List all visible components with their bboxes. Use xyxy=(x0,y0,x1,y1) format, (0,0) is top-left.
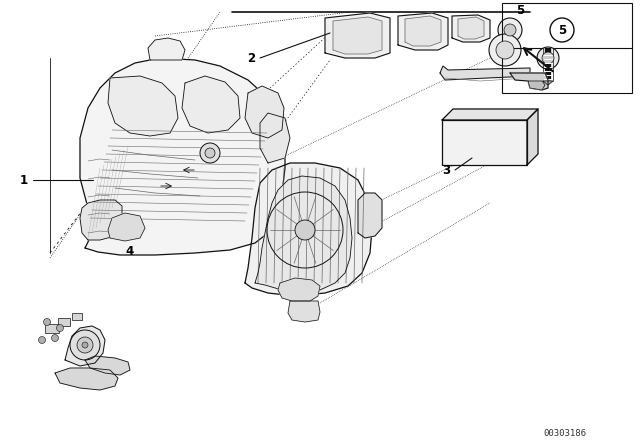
Bar xyxy=(502,3,632,93)
Polygon shape xyxy=(148,38,185,60)
Circle shape xyxy=(200,143,220,163)
Polygon shape xyxy=(108,213,145,241)
Circle shape xyxy=(82,342,88,348)
Polygon shape xyxy=(255,176,352,292)
Polygon shape xyxy=(325,13,390,58)
Polygon shape xyxy=(398,13,448,50)
Text: 3: 3 xyxy=(442,164,450,177)
Polygon shape xyxy=(80,58,285,255)
Polygon shape xyxy=(333,17,382,54)
Text: 2: 2 xyxy=(247,52,255,65)
Circle shape xyxy=(496,41,514,59)
Polygon shape xyxy=(245,163,372,296)
Bar xyxy=(45,324,59,333)
Polygon shape xyxy=(288,301,320,322)
Text: 5: 5 xyxy=(558,23,566,36)
Polygon shape xyxy=(405,16,441,46)
Circle shape xyxy=(498,18,522,42)
Circle shape xyxy=(542,52,554,64)
Polygon shape xyxy=(442,120,527,165)
Polygon shape xyxy=(65,326,105,366)
Polygon shape xyxy=(358,193,382,238)
Circle shape xyxy=(77,337,93,353)
Polygon shape xyxy=(260,113,290,163)
Circle shape xyxy=(205,148,215,158)
Polygon shape xyxy=(458,17,484,39)
Circle shape xyxy=(51,335,58,341)
Polygon shape xyxy=(245,86,284,138)
Circle shape xyxy=(38,336,45,344)
Text: 4: 4 xyxy=(126,245,134,258)
Polygon shape xyxy=(543,81,553,85)
Circle shape xyxy=(504,24,516,36)
Polygon shape xyxy=(510,73,548,90)
Polygon shape xyxy=(452,15,490,42)
Text: 00303186: 00303186 xyxy=(543,429,586,438)
Polygon shape xyxy=(440,66,530,80)
Polygon shape xyxy=(108,76,178,136)
Polygon shape xyxy=(527,109,538,165)
Circle shape xyxy=(44,319,51,326)
Circle shape xyxy=(70,330,100,360)
Circle shape xyxy=(56,324,63,332)
Circle shape xyxy=(537,47,559,69)
Text: 1: 1 xyxy=(20,173,28,186)
Text: 5: 5 xyxy=(516,4,524,17)
Polygon shape xyxy=(85,356,130,375)
Circle shape xyxy=(295,220,315,240)
Bar xyxy=(58,318,70,326)
Circle shape xyxy=(550,18,574,42)
Polygon shape xyxy=(442,109,538,120)
Polygon shape xyxy=(528,81,545,90)
Circle shape xyxy=(489,34,521,66)
Polygon shape xyxy=(55,368,118,390)
Polygon shape xyxy=(182,76,240,133)
Polygon shape xyxy=(278,278,320,301)
Polygon shape xyxy=(80,200,122,240)
Bar xyxy=(72,313,82,320)
